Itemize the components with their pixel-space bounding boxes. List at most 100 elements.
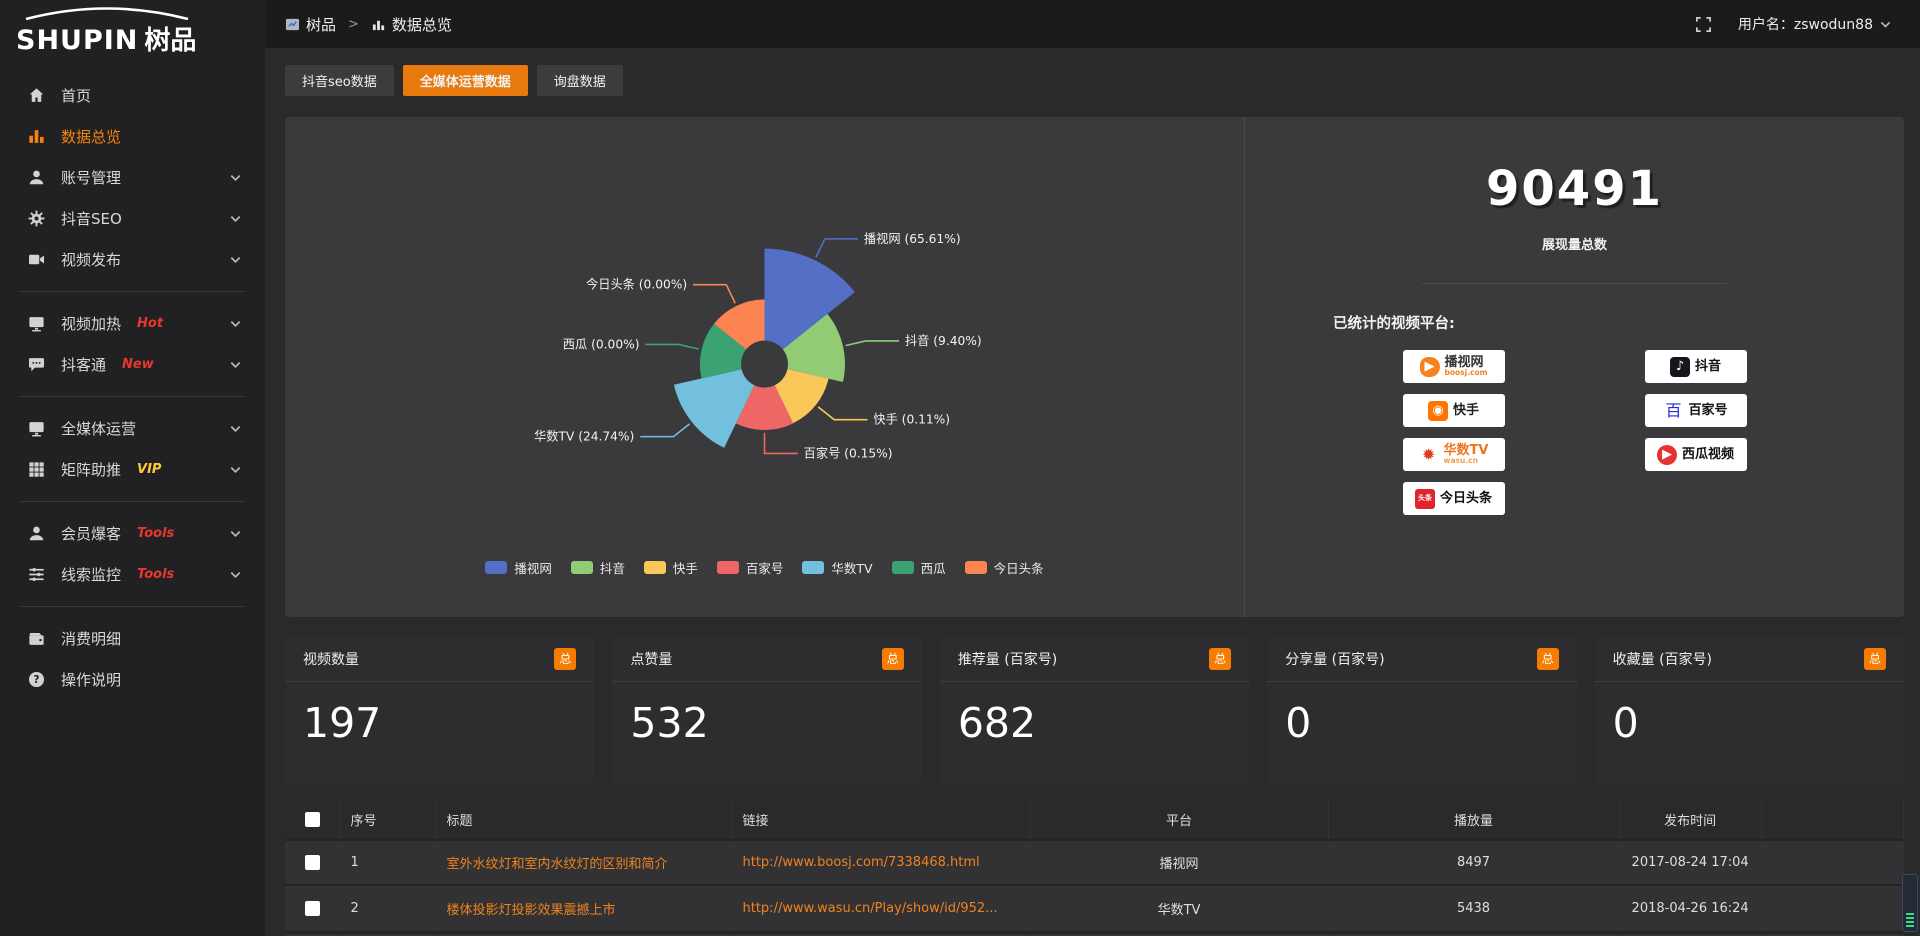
video-icon [27, 250, 46, 269]
cell-url-link[interactable]: http://www.wasu.cn/Play/show/id/952... [732, 885, 1031, 930]
home-icon [27, 86, 46, 105]
legend-label: 西瓜 [920, 561, 946, 576]
chevron-down-icon [228, 526, 243, 541]
stat-total-tag[interactable]: 总 [881, 647, 904, 670]
platform-name: 抖音 [1694, 358, 1721, 374]
sidebar-item-5[interactable]: 视频加热 Hot [0, 303, 265, 344]
sidebar-item-label: 账号管理 [61, 169, 122, 187]
legend-item-3[interactable]: 百家号 [716, 558, 783, 577]
sidebar-item-8[interactable]: 矩阵助推 VIP [0, 449, 265, 490]
breadcrumb-root[interactable]: 树品 [285, 14, 336, 35]
user-menu[interactable]: 用户名：zswodun88 [1738, 14, 1892, 34]
platform-badge-0[interactable]: ▶ 播视网 boosj.com [1402, 350, 1505, 383]
stat-total-tag[interactable]: 总 [1864, 647, 1887, 670]
stat-total-tag[interactable]: 总 [1536, 647, 1559, 670]
stat-card-value: 0 [1612, 699, 1639, 747]
sidebar-item-7[interactable]: 全媒体运营 [0, 408, 265, 449]
cell-title-link[interactable]: 室外水纹灯和室内水纹灯的区别和简介 [436, 840, 733, 885]
sidebar-item-label: 消费明细 [61, 630, 122, 648]
stat-card-3: 分享量 (百家号) 总 0 [1267, 636, 1577, 783]
pie-slice-3[interactable] [735, 385, 794, 430]
table-row-1: 2 楼体投影灯投影效果震撼上市 http://www.wasu.cn/Play/sh… [285, 885, 1905, 930]
platform-name: 播视网 [1444, 354, 1484, 370]
platform-badge-5[interactable]: ▶ 西瓜视频 [1644, 438, 1747, 471]
pie-slice-4[interactable] [673, 369, 755, 448]
main-content: 抖音seo数据 全媒体运营数据 询盘数据 播视网 (65.61%) 抖音 (9.40%… [265, 48, 1920, 936]
sidebar-item-12[interactable]: ? 操作说明 [0, 659, 265, 700]
stat-total-tag[interactable]: 总 [554, 647, 577, 670]
pie-slice-5[interactable] [699, 323, 747, 379]
member-icon [27, 524, 46, 543]
stat-total-tag[interactable]: 总 [1209, 647, 1232, 670]
sidebar-item-9[interactable]: 会员爆客 Tools [0, 513, 265, 554]
svg-text:?: ? [34, 674, 40, 686]
sidebar-item-6[interactable]: 抖客通 New [0, 344, 265, 385]
sidebar-item-10[interactable]: 线索监控 Tools [0, 554, 265, 595]
chart-icon [371, 17, 386, 32]
cell-title-link[interactable]: 楼体投影灯投影效果震撼上市 [436, 885, 733, 930]
platform-name: 百家号 [1688, 402, 1728, 418]
sidebar-badge-vip: VIP [137, 462, 162, 477]
breadcrumb-current[interactable]: 数据总览 [371, 14, 452, 35]
topbar: 树品 > 数据总览 用户名：zswodun88 [265, 0, 1920, 48]
col-header-1: 标题 [436, 800, 733, 840]
video-table-wrap: 序号 标题 链接 平台 播放量 发布时间 1 室外水纹灯和室内水纹灯的区别和简介 http:/… [285, 800, 1905, 936]
breadcrumb-separator: > [348, 16, 359, 32]
floating-service-widget[interactable] [1902, 874, 1918, 932]
tab-2[interactable]: 询盘数据 [536, 65, 623, 96]
legend-item-1[interactable]: 抖音 [570, 558, 625, 577]
user-icon [27, 168, 46, 187]
sidebar-badge-tools: Tools [137, 567, 175, 582]
col-header-5: 发布时间 [1619, 800, 1762, 840]
sidebar-item-label: 会员爆客 [61, 525, 122, 543]
sidebar-item-2[interactable]: 账号管理 [0, 157, 265, 198]
tab-0[interactable]: 抖音seo数据 [285, 65, 394, 96]
tab-1[interactable]: 全媒体运营数据 [402, 65, 528, 96]
legend-item-4[interactable]: 华数TV [802, 558, 873, 577]
cell-platform: 华数TV [1030, 885, 1329, 930]
sidebar-item-11[interactable]: 消费明细 [0, 618, 265, 659]
row-checkbox[interactable] [304, 855, 320, 870]
pie-slice-2[interactable] [774, 369, 829, 424]
legend-item-2[interactable]: 快手 [643, 558, 698, 577]
stat-cards-row: 视频数量总 197 点赞量总 532 推荐量 (百家号) 总 682 分享量 (百家号) 总 0 收… [285, 636, 1905, 783]
stat-card-label: 视频数量 [303, 651, 359, 668]
cell-url-link[interactable]: http://www.boosj.com/7338468.html [732, 840, 1031, 885]
pie-label-line [817, 406, 868, 421]
rose-pie-chart: 播视网 (65.61%) 抖音 (9.40%) 快手 (0.11%) 百家号 (0.1… [534, 231, 982, 461]
sidebar: SHUPIN 树品 首页 数据总览账号管理抖音SEO 视频发布视频加热 Hot 抖客通 N… [0, 0, 265, 936]
legend-label: 播视网 [514, 561, 552, 576]
pie-label-line [845, 340, 900, 347]
chart-legend: 播视网 抖音 快手 百家号 华数TV 西瓜 今日头条 [285, 558, 1244, 577]
pie-label-6: 今日头条 (0.00%) [586, 277, 687, 292]
app-logo[interactable]: SHUPIN 树品 [0, 0, 265, 61]
pie-slice-1[interactable] [782, 313, 845, 382]
sidebar-item-4[interactable]: 视频发布 [0, 239, 265, 280]
platform-badge-6[interactable]: 头条 今日头条 [1402, 482, 1505, 515]
stat-card-value: 197 [303, 699, 382, 747]
question-icon: ? [27, 670, 46, 689]
legend-item-6[interactable]: 今日头条 [964, 558, 1044, 577]
pie-slice-0[interactable] [764, 248, 855, 350]
pie-slice-6[interactable] [714, 299, 765, 350]
platform-badge-2[interactable]: ◉ 快手 [1402, 394, 1505, 427]
legend-item-5[interactable]: 西瓜 [891, 558, 946, 577]
baijiahao-logo: 百 [1665, 400, 1682, 420]
sidebar-item-3[interactable]: 抖音SEO [0, 198, 265, 239]
stat-card-value: 532 [630, 699, 709, 747]
platform-badge-1[interactable]: ♪ 抖音 [1644, 350, 1747, 383]
fullscreen-icon[interactable] [1695, 16, 1712, 33]
chevron-down-icon [228, 462, 243, 477]
row-checkbox[interactable] [304, 900, 320, 916]
pie-label-4: 华数TV (24.74%) [534, 429, 634, 444]
select-all-checkbox[interactable] [304, 812, 320, 827]
legend-item-0[interactable]: 播视网 [485, 558, 552, 577]
sidebar-item-1[interactable]: 数据总览 [0, 116, 265, 157]
platform-badge-4[interactable]: ✹ 华数TV wasu.cn [1402, 438, 1505, 471]
shupin-icon [285, 17, 300, 32]
screen-icon [27, 314, 46, 333]
platform-badge-3[interactable]: 百百家号 [1644, 394, 1747, 427]
sidebar-item-0[interactable]: 首页 [0, 75, 265, 116]
sidebar-divider [20, 396, 245, 397]
username-label: 用户名：zswodun88 [1737, 17, 1873, 33]
